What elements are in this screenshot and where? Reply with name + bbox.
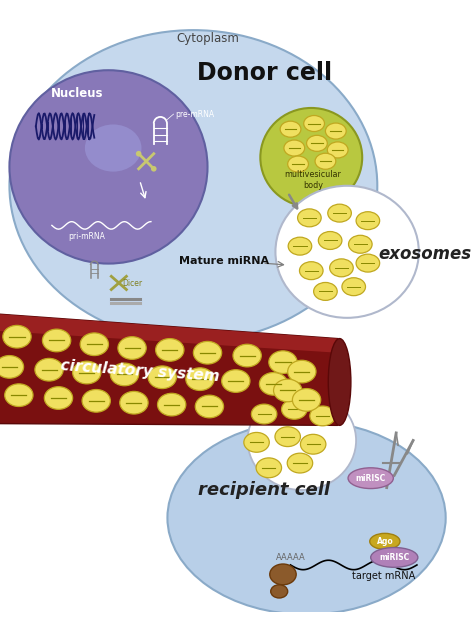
Ellipse shape xyxy=(85,125,141,171)
Ellipse shape xyxy=(307,135,328,151)
Ellipse shape xyxy=(288,360,316,383)
Text: Cytoplasm: Cytoplasm xyxy=(176,32,239,45)
Text: multivesicular
body: multivesicular body xyxy=(285,170,342,190)
Ellipse shape xyxy=(222,370,250,392)
Ellipse shape xyxy=(5,384,33,406)
Text: pre-mRNA: pre-mRNA xyxy=(175,110,215,118)
Ellipse shape xyxy=(371,547,418,568)
Text: Dicer: Dicer xyxy=(123,279,143,289)
Ellipse shape xyxy=(288,156,309,172)
Text: Mature miRNA: Mature miRNA xyxy=(180,256,270,266)
Ellipse shape xyxy=(284,140,305,156)
Ellipse shape xyxy=(275,186,419,318)
Ellipse shape xyxy=(73,361,101,384)
Text: target mRNA: target mRNA xyxy=(352,571,416,581)
Ellipse shape xyxy=(356,212,380,230)
Text: Ago: Ago xyxy=(376,537,393,546)
Ellipse shape xyxy=(136,151,141,156)
Ellipse shape xyxy=(348,468,393,488)
Text: recipient cell: recipient cell xyxy=(198,481,330,498)
Ellipse shape xyxy=(155,338,184,361)
Ellipse shape xyxy=(300,261,323,280)
Ellipse shape xyxy=(287,453,313,473)
Ellipse shape xyxy=(45,387,73,410)
Ellipse shape xyxy=(315,153,336,169)
Ellipse shape xyxy=(310,406,335,426)
Ellipse shape xyxy=(328,142,348,158)
Text: AAAAA: AAAAA xyxy=(276,553,305,562)
Ellipse shape xyxy=(148,366,176,389)
Ellipse shape xyxy=(43,329,71,352)
Ellipse shape xyxy=(35,358,63,381)
Ellipse shape xyxy=(233,344,261,367)
Text: miRISC: miRISC xyxy=(379,553,410,562)
Ellipse shape xyxy=(251,404,277,424)
Ellipse shape xyxy=(304,115,325,132)
Ellipse shape xyxy=(269,351,297,374)
Ellipse shape xyxy=(167,421,446,614)
Ellipse shape xyxy=(280,121,301,137)
Ellipse shape xyxy=(0,355,24,378)
Ellipse shape xyxy=(348,235,372,253)
Ellipse shape xyxy=(9,70,208,263)
Ellipse shape xyxy=(330,259,353,277)
Ellipse shape xyxy=(151,166,156,171)
Ellipse shape xyxy=(301,434,326,454)
Ellipse shape xyxy=(256,458,282,478)
Ellipse shape xyxy=(273,379,302,402)
Ellipse shape xyxy=(244,432,269,452)
Ellipse shape xyxy=(271,585,288,598)
Ellipse shape xyxy=(157,393,186,416)
Ellipse shape xyxy=(195,395,224,418)
Ellipse shape xyxy=(314,418,342,438)
Ellipse shape xyxy=(370,534,400,549)
Ellipse shape xyxy=(356,254,380,272)
Ellipse shape xyxy=(275,427,301,447)
Ellipse shape xyxy=(260,108,362,207)
Text: Nucleus: Nucleus xyxy=(51,87,104,100)
Ellipse shape xyxy=(328,204,351,222)
Ellipse shape xyxy=(282,399,307,419)
Ellipse shape xyxy=(110,363,139,386)
Ellipse shape xyxy=(193,341,222,364)
Ellipse shape xyxy=(247,391,356,490)
Ellipse shape xyxy=(259,372,288,395)
Polygon shape xyxy=(0,312,337,425)
Text: exosomes: exosomes xyxy=(378,244,471,263)
Ellipse shape xyxy=(270,564,296,585)
Ellipse shape xyxy=(82,389,110,412)
Ellipse shape xyxy=(118,336,146,359)
Ellipse shape xyxy=(319,231,342,249)
Ellipse shape xyxy=(326,123,346,139)
Ellipse shape xyxy=(120,391,148,414)
Ellipse shape xyxy=(80,333,109,355)
Ellipse shape xyxy=(3,325,31,348)
Ellipse shape xyxy=(9,30,377,341)
Ellipse shape xyxy=(288,237,312,255)
Text: Donor cell: Donor cell xyxy=(197,60,332,84)
Ellipse shape xyxy=(328,338,351,425)
Text: miRISC: miRISC xyxy=(356,474,386,483)
Ellipse shape xyxy=(298,209,321,227)
Ellipse shape xyxy=(342,278,365,295)
Ellipse shape xyxy=(314,282,337,301)
Text: circulatory system: circulatory system xyxy=(60,358,219,384)
Text: pri-mRNA: pri-mRNA xyxy=(68,232,105,241)
Polygon shape xyxy=(0,312,337,353)
Ellipse shape xyxy=(186,368,214,391)
Ellipse shape xyxy=(292,389,321,411)
